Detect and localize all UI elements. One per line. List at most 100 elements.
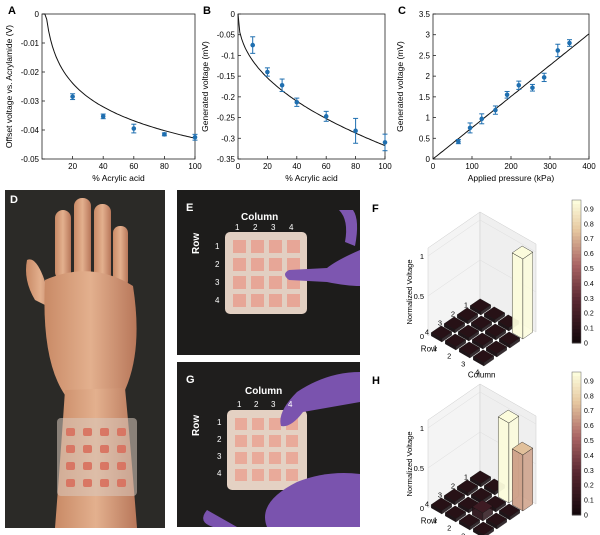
data-point <box>555 48 561 53</box>
x-tick-label: 40 <box>99 162 108 171</box>
data-point <box>323 114 329 119</box>
bar-face <box>509 337 520 349</box>
z-gridline <box>427 259 537 297</box>
bar-r3-c4 <box>485 340 508 358</box>
colorbar-segment <box>572 275 581 280</box>
x-tick-label: 40 <box>292 162 301 171</box>
bar-top <box>498 503 521 517</box>
y-tick-label: -0.05 <box>217 31 236 40</box>
bar-r1-c4 <box>511 441 534 512</box>
colorbar-segment <box>572 246 581 251</box>
data-point <box>456 139 461 144</box>
colorbar-segment <box>572 397 581 402</box>
colorbar-segment <box>572 239 581 244</box>
colorbar-segment <box>572 475 581 480</box>
colorbar-segment <box>572 511 581 516</box>
data-point <box>131 126 137 131</box>
y-tick-label: 0 <box>426 155 431 164</box>
data-point <box>192 134 198 140</box>
photo-arm-sensor: D <box>5 190 165 528</box>
x-tick-label: 100 <box>188 162 202 171</box>
colorbar-segment <box>572 325 581 330</box>
colorbar-segment <box>572 214 581 219</box>
bar-top <box>457 324 480 338</box>
x-tick-label: 400 <box>582 162 596 171</box>
colorbar-segment <box>572 200 581 205</box>
bar-r4-c2 <box>444 333 467 351</box>
bar-top <box>458 341 481 355</box>
colorbar-segment <box>572 242 581 247</box>
bar-face <box>522 447 533 512</box>
z-tick-label: 1 <box>420 424 424 433</box>
y-tick-label: -0.05 <box>21 155 40 164</box>
colorbar-segment <box>572 207 581 212</box>
bar-face <box>468 502 479 514</box>
z-tick-label: 0.5 <box>414 464 424 473</box>
x-axis-label: % Acrylic acid <box>285 173 338 183</box>
bar-top <box>497 314 520 328</box>
colorbar-tick-label: 0.9 <box>584 378 594 385</box>
panel-letter-e: E <box>186 202 194 214</box>
bar-face <box>509 509 520 521</box>
panel-letter-c: C <box>398 5 406 17</box>
colorbar-tick-label: 0.5 <box>584 266 594 273</box>
arm-illustration <box>5 190 165 528</box>
bar-top <box>497 409 520 424</box>
colorbar-tick-label: 0.1 <box>584 498 594 505</box>
colorbar-segment <box>572 228 581 233</box>
bar-face <box>445 512 457 523</box>
panel-letter-b: B <box>203 5 211 17</box>
bar-r2-c3 <box>484 323 507 341</box>
bar-r2-c2 <box>470 315 493 333</box>
y-tick-label: -0.25 <box>217 114 236 123</box>
colorbar-segment <box>572 454 581 459</box>
bar-face <box>486 347 498 358</box>
sensor-array-e-illustration <box>177 190 360 355</box>
colorbar-segment <box>572 379 581 384</box>
bar-face <box>508 320 519 332</box>
bar-face <box>445 340 457 351</box>
bar-face <box>481 493 492 505</box>
bar-face <box>494 312 505 324</box>
bar-face <box>522 251 533 340</box>
colorbar-segment <box>572 271 581 276</box>
bar-face <box>495 329 506 341</box>
bar-face <box>470 477 482 488</box>
x-tick-label: 100 <box>465 162 479 171</box>
bar-r3-c2 <box>457 496 480 514</box>
bar-top <box>444 333 467 347</box>
colorbar-segment <box>572 328 581 333</box>
bar-r2-c3 <box>484 495 507 513</box>
colorbar-segment <box>572 285 581 290</box>
colorbar-segment <box>572 264 581 269</box>
plot-frame <box>237 13 386 160</box>
bar-r3-c1 <box>443 488 466 506</box>
bar-face <box>499 510 511 521</box>
data-point <box>530 85 535 91</box>
z-tick-label: 0 <box>420 504 424 513</box>
bar-r1-c4 <box>511 245 534 340</box>
data-point <box>70 94 75 99</box>
bar-face <box>459 520 471 531</box>
colorbar-segment <box>572 217 581 222</box>
y-axis-label: Generated voltage (mV) <box>200 41 210 132</box>
row-tick-label: 1 <box>464 300 468 309</box>
colorbar-tick-label: 0.8 <box>584 393 594 400</box>
bar-top <box>458 513 481 527</box>
y-tick-label: 2 <box>426 72 431 81</box>
bar-r4-c3 <box>458 513 481 531</box>
x-axis-label: % Acrylic acid <box>92 173 145 183</box>
z-gridline <box>427 299 537 337</box>
bar-r3-c3 <box>471 499 494 522</box>
colorbar-segment <box>572 282 581 287</box>
colorbar-segment <box>572 389 581 394</box>
z-gridline <box>427 391 537 429</box>
bar-face <box>480 304 491 316</box>
bar-r1-c3 <box>497 314 520 332</box>
colorbar-segment <box>572 314 581 319</box>
bar-face <box>485 502 497 513</box>
colorbar-segment <box>572 411 581 416</box>
column-tick-label: 2 <box>447 352 451 361</box>
bar-top <box>469 298 492 312</box>
